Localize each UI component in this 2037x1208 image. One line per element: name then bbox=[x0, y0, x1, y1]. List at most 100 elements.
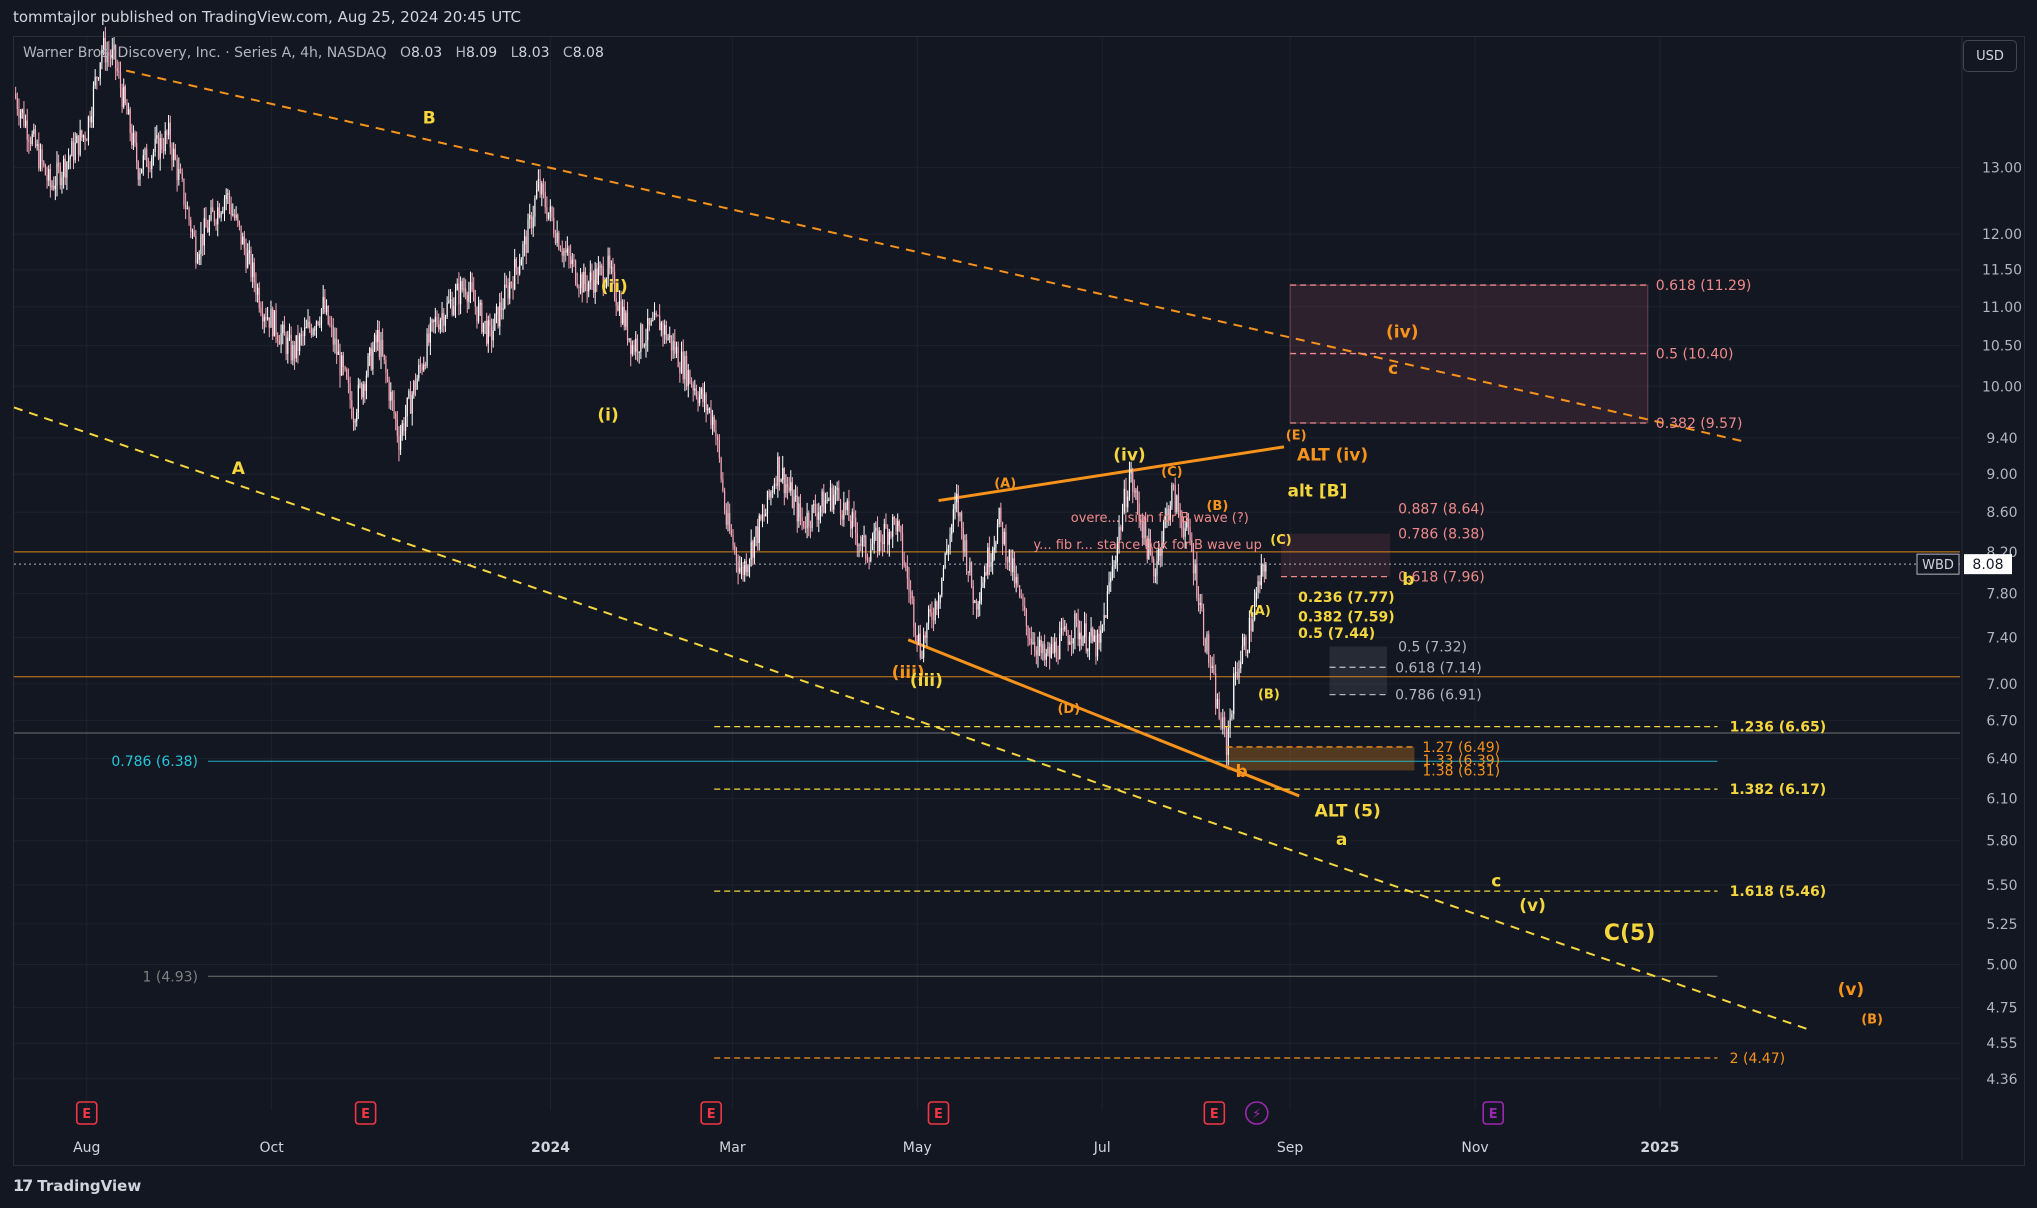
candle-body bbox=[247, 252, 249, 268]
candle-body bbox=[662, 322, 664, 335]
candle-body bbox=[124, 86, 126, 103]
candle-body bbox=[604, 285, 606, 287]
candle-body bbox=[390, 391, 392, 401]
candle-body bbox=[636, 338, 639, 353]
candle-body bbox=[193, 231, 195, 237]
candle-body bbox=[434, 316, 436, 322]
candle-body bbox=[1074, 613, 1076, 639]
candle-body bbox=[1054, 641, 1056, 653]
candle-body bbox=[897, 521, 899, 532]
candle-body bbox=[1115, 561, 1117, 566]
candle-body bbox=[824, 500, 827, 513]
fib-label: 0.786 (8.38) bbox=[1398, 527, 1485, 543]
candle-body bbox=[1045, 653, 1047, 660]
candle-body bbox=[1088, 636, 1091, 650]
candle-body bbox=[179, 168, 182, 173]
candle-body bbox=[924, 635, 926, 638]
candle-body bbox=[382, 339, 384, 355]
candle-body bbox=[1174, 485, 1176, 513]
price-tick: 6.10 bbox=[1986, 792, 2017, 808]
candle-body bbox=[584, 271, 587, 284]
time-tick: Oct bbox=[260, 1140, 285, 1156]
candle-body bbox=[144, 148, 146, 156]
candle-body bbox=[900, 526, 902, 534]
currency-button[interactable]: USD bbox=[1963, 40, 2017, 72]
candle-body bbox=[1047, 646, 1049, 654]
fib-label: 1.27 (6.49) bbox=[1422, 740, 1500, 756]
candle-body bbox=[849, 520, 852, 529]
candle-body bbox=[267, 317, 269, 320]
candle-body bbox=[357, 384, 359, 413]
candle-body bbox=[766, 490, 769, 514]
candle-body bbox=[240, 225, 242, 245]
candle-body bbox=[880, 530, 882, 543]
candle-body bbox=[132, 132, 135, 146]
candle-body bbox=[956, 493, 958, 503]
candle-body bbox=[51, 185, 53, 188]
candle-body bbox=[881, 542, 884, 544]
candle-body bbox=[615, 298, 617, 306]
candle-body bbox=[74, 142, 76, 161]
candle-body bbox=[1257, 581, 1259, 593]
candle-body bbox=[860, 544, 862, 546]
candle-body bbox=[990, 562, 992, 567]
candle-body bbox=[625, 312, 627, 327]
candle-body bbox=[669, 335, 671, 338]
candle-body bbox=[929, 609, 931, 612]
candle-body bbox=[186, 208, 188, 210]
candle-body bbox=[1093, 635, 1095, 642]
candle-body bbox=[188, 208, 190, 220]
candle-body bbox=[809, 526, 812, 528]
candle-body bbox=[916, 635, 918, 642]
candle-body bbox=[1133, 491, 1135, 493]
time-tick: Sep bbox=[1277, 1140, 1304, 1156]
wave-labels: B A (ii) (i) (iii)(iii) (iv) ALT (iv) (iv) c alt … bbox=[232, 109, 1883, 1028]
candle-body bbox=[708, 408, 710, 410]
candle-body bbox=[980, 587, 982, 601]
candle-body bbox=[583, 271, 585, 293]
candle-body bbox=[1172, 484, 1175, 486]
candle-body bbox=[48, 169, 50, 181]
candle-body bbox=[836, 487, 838, 491]
candle-body bbox=[640, 324, 642, 352]
candle-body bbox=[142, 155, 144, 169]
candle-body bbox=[755, 526, 757, 538]
candle-body bbox=[520, 259, 522, 266]
candle-body bbox=[1220, 718, 1222, 729]
candle-body bbox=[972, 586, 974, 604]
candle-body bbox=[261, 313, 264, 322]
candle-body bbox=[878, 530, 880, 552]
candle-body bbox=[222, 210, 224, 213]
candle-body bbox=[519, 265, 521, 274]
candle-body bbox=[1159, 548, 1161, 557]
candle-body bbox=[941, 577, 943, 596]
candle-body bbox=[446, 302, 448, 317]
candle-body bbox=[1057, 657, 1059, 660]
candle-body bbox=[841, 514, 843, 520]
candle-body bbox=[64, 158, 66, 178]
candle-body bbox=[760, 515, 762, 520]
wave-label: (B) bbox=[1861, 1012, 1883, 1027]
candle-body bbox=[871, 544, 874, 551]
candle-body bbox=[853, 512, 855, 518]
candle-body bbox=[620, 301, 622, 324]
candle-body bbox=[1250, 618, 1252, 631]
candle-body bbox=[768, 490, 770, 498]
candle-body bbox=[765, 513, 767, 517]
candle-body bbox=[1252, 619, 1254, 631]
candle-body bbox=[732, 535, 734, 546]
candle-body bbox=[643, 345, 645, 347]
candle-body bbox=[443, 313, 445, 326]
candle-body bbox=[273, 310, 275, 337]
candle-body bbox=[97, 77, 100, 79]
candle-body bbox=[710, 408, 712, 425]
chart-panel[interactable] bbox=[13, 36, 2025, 1166]
candle-body bbox=[510, 282, 512, 284]
candle-body bbox=[468, 291, 470, 302]
candle-body bbox=[1018, 585, 1021, 597]
candle-body bbox=[811, 505, 813, 528]
candle-body bbox=[778, 456, 781, 482]
candle-body bbox=[451, 299, 453, 315]
candle-body bbox=[821, 491, 823, 507]
